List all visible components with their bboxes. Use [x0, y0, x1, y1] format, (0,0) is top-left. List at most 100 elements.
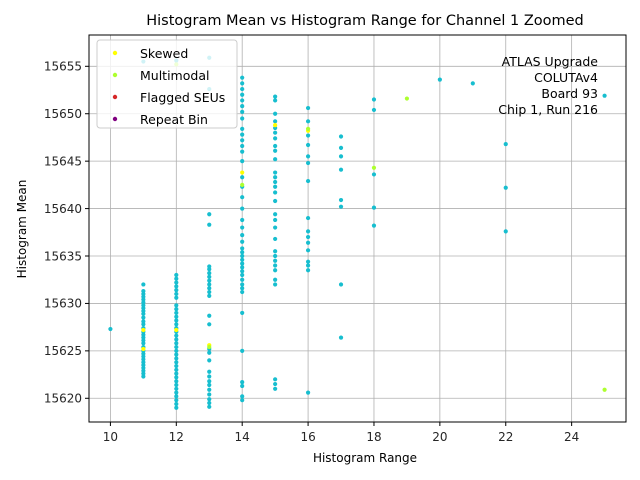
data-point-normal [207, 264, 212, 269]
data-point-normal [174, 307, 179, 312]
data-point-normal [240, 86, 245, 92]
data-point-normal [305, 390, 311, 395]
data-point-normal [273, 130, 278, 135]
data-point-normal [338, 197, 344, 203]
data-point-skewed [174, 327, 179, 333]
annotation-line-2: COLUTAv4 [534, 70, 598, 85]
data-point-normal [207, 358, 212, 363]
y-tick-label: 15655 [44, 60, 82, 74]
data-point-normal [273, 217, 278, 223]
data-point-normal [273, 175, 278, 180]
data-point-normal [174, 379, 179, 384]
data-point-normal [240, 116, 245, 121]
data-point-multimodal [240, 182, 245, 187]
data-point-normal [207, 387, 212, 392]
data-point-normal [207, 350, 212, 355]
data-point-normal [174, 398, 179, 403]
data-point-normal [273, 157, 278, 162]
data-point-normal [273, 136, 278, 141]
y-tick-label: 15625 [44, 344, 82, 358]
y-tick-label: 15635 [44, 249, 82, 263]
chart-title: Histogram Mean vs Histogram Range for Ch… [146, 13, 584, 29]
data-point-normal [273, 111, 278, 116]
data-point-normal [338, 154, 344, 159]
legend-label-flagged-seus: Flagged SEUs [140, 90, 225, 105]
data-point-normal [240, 286, 245, 291]
data-point-normal [240, 233, 245, 238]
data-point-normal [338, 335, 344, 340]
data-point-normal [174, 371, 179, 376]
data-point-normal [240, 253, 245, 259]
data-point-normal [371, 172, 377, 177]
data-point-normal [371, 97, 377, 102]
data-point-normal [338, 145, 344, 150]
legend-box [96, 39, 238, 129]
data-point-normal [240, 195, 245, 200]
data-point-normal [207, 212, 212, 217]
x-tick-label: 16 [300, 430, 315, 444]
annotation-line-1: ATLAS Upgrade [502, 54, 599, 69]
data-point-normal [240, 149, 245, 154]
data-point-normal [174, 390, 179, 395]
data-point-normal [207, 282, 212, 287]
data-point-normal [503, 141, 508, 147]
data-point-normal [273, 190, 278, 195]
data-point-normal [207, 400, 212, 406]
data-point-normal [273, 143, 278, 149]
data-point-normal [240, 159, 245, 164]
data-point-normal [503, 229, 508, 234]
data-point-skewed [141, 346, 146, 352]
data-point-normal [240, 75, 245, 80]
data-point-normal [240, 246, 245, 251]
data-point-normal [240, 380, 245, 385]
run-annotation: ATLAS Upgrade COLUTAv4 Board 93 Chip 1, … [498, 54, 598, 117]
data-point-normal [141, 315, 146, 320]
data-point-normal [305, 248, 311, 253]
data-point-normal [273, 258, 278, 263]
data-point-normal [273, 282, 278, 287]
data-point-normal [305, 178, 311, 184]
data-point-normal [207, 382, 212, 388]
data-point-normal [305, 133, 311, 138]
x-tick-label: 22 [498, 430, 513, 444]
data-point-normal [273, 253, 278, 259]
data-point-normal [174, 291, 179, 297]
data-point-normal [338, 167, 344, 172]
data-point-normal [240, 225, 245, 230]
data-point-normal [240, 175, 245, 180]
data-point-normal [207, 322, 212, 327]
data-point-normal [174, 344, 179, 350]
data-point-normal [273, 268, 278, 273]
x-tick-label: 24 [564, 430, 579, 444]
data-point-normal [240, 132, 245, 137]
data-point-normal [273, 170, 278, 175]
data-point-normal [305, 263, 311, 268]
data-point-normal [174, 348, 179, 353]
data-point-skewed [141, 327, 146, 333]
data-point-normal [240, 289, 245, 295]
data-point-normal [240, 206, 245, 211]
data-point-normal [174, 303, 179, 308]
x-tick-label: 20 [432, 430, 447, 444]
data-point-normal [240, 250, 245, 255]
data-point-normal [273, 386, 278, 391]
data-point-normal [503, 185, 508, 190]
data-point-normal [240, 138, 245, 143]
y-tick-label: 15630 [44, 297, 82, 311]
data-point-normal [305, 154, 311, 159]
data-point-normal [174, 295, 179, 300]
data-point-normal [273, 198, 278, 204]
data-point-normal [305, 268, 311, 273]
data-point-normal [305, 142, 311, 148]
data-point-normal [240, 239, 245, 244]
data-point-normal [207, 379, 212, 384]
data-point-normal [273, 236, 278, 242]
data-point-normal [207, 374, 212, 379]
data-point-normal [273, 277, 278, 282]
data-point-normal [174, 356, 179, 361]
data-point-multimodal [371, 165, 377, 170]
data-point-multimodal [404, 96, 410, 101]
data-point-normal [305, 240, 311, 245]
x-tick-label: 14 [235, 430, 250, 444]
